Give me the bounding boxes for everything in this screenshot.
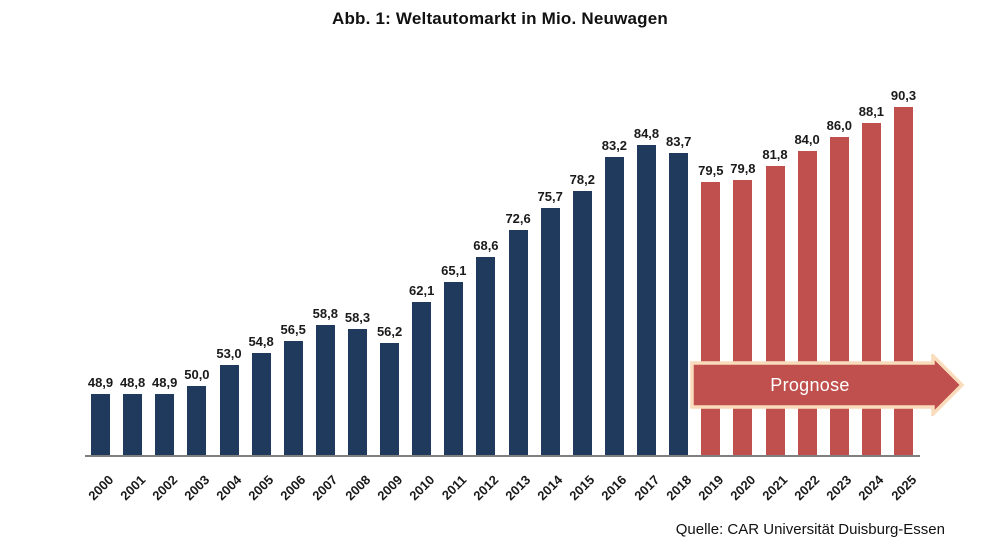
bar-2011	[444, 281, 464, 455]
x-axis-line	[85, 455, 920, 457]
value-label-2008: 58,3	[344, 309, 371, 325]
chart-title: Abb. 1: Weltautomarkt in Mio. Neuwagen	[332, 9, 668, 28]
bar-2013	[508, 229, 528, 455]
bar-2006	[283, 341, 303, 455]
bar-2000	[91, 393, 110, 455]
value-label-2003: 50,0	[184, 366, 210, 382]
value-label-2005: 54,8	[248, 333, 274, 349]
bar-2018	[669, 153, 689, 455]
bar-2009	[380, 343, 400, 455]
value-label-2000: 48,9	[87, 374, 114, 390]
bar-2008	[348, 328, 367, 455]
bar-2004	[219, 365, 239, 455]
bar-2017	[637, 145, 656, 455]
value-label-2001: 48,8	[119, 375, 146, 391]
bar-2003	[187, 385, 207, 455]
value-label-2004: 53,0	[216, 346, 242, 362]
bar-2016	[604, 156, 624, 455]
source-caption: Quelle: CAR Universität Duisburg-Essen	[675, 521, 945, 538]
value-label-2017: 84,8	[633, 126, 660, 142]
bar-2010	[412, 302, 432, 455]
bar-2007	[315, 325, 335, 455]
value-label-2010: 62,1	[409, 283, 435, 299]
value-label-2015: 78,2	[569, 172, 595, 187]
bar-2015	[572, 191, 592, 455]
value-label-2011: 65,1	[441, 262, 467, 278]
value-label-2012: 68,6	[473, 238, 499, 254]
value-label-2018: 83,7	[666, 134, 692, 149]
value-label-2002: 48,9	[152, 374, 178, 390]
bar-2014	[540, 208, 560, 455]
value-label-2025: 90,3	[890, 88, 917, 104]
bar-2002	[155, 393, 175, 455]
bar-2005	[251, 352, 271, 455]
value-label-2022: 84,0	[794, 132, 820, 147]
prognose-arrow-shape	[690, 354, 965, 416]
bar-2001	[123, 394, 143, 455]
value-label-2023: 86,0	[826, 118, 852, 134]
value-label-2009: 56,2	[376, 324, 403, 340]
prognose-arrow-polygon	[690, 354, 965, 416]
value-label-2006: 56,5	[280, 322, 306, 337]
value-label-2013: 72,6	[505, 210, 531, 226]
value-label-2021: 81,8	[762, 147, 788, 163]
prognose-label: Prognose	[770, 374, 850, 395]
value-label-2016: 83,2	[601, 137, 628, 153]
value-label-2019: 79,5	[698, 163, 724, 179]
value-label-2014: 75,7	[537, 189, 563, 205]
value-label-2024: 88,1	[858, 103, 885, 119]
value-label-2007: 58,8	[312, 306, 338, 322]
bar-2012	[476, 257, 496, 455]
value-label-2020: 79,8	[730, 161, 756, 176]
